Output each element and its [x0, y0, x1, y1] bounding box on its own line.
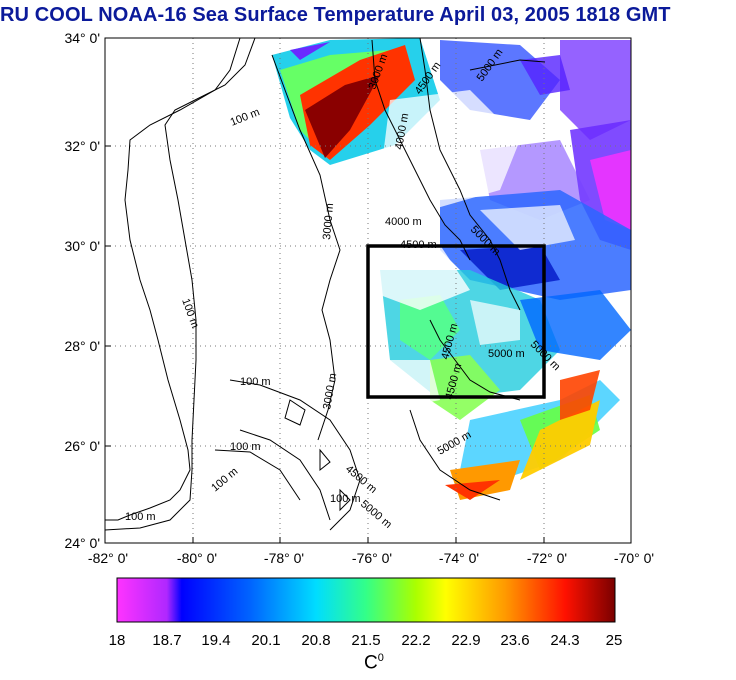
map-title: RU COOL NOAA-16 Sea Surface Temperature … — [0, 4, 671, 26]
lon-label: -82° 0' — [88, 550, 128, 566]
lat-label: 34° 0' — [64, 30, 100, 46]
colorbar-tick: 22.9 — [451, 632, 481, 649]
isobath-4500m — [419, 38, 521, 311]
sst-data-layer — [272, 38, 631, 500]
colorbar — [116, 577, 616, 623]
unit-text: C — [364, 652, 378, 674]
coastline-contours — [105, 38, 546, 531]
lat-label: 30° 0' — [64, 238, 100, 254]
colorbar-tick: 25 — [605, 632, 623, 649]
colorbar-tick: 19.4 — [201, 632, 231, 649]
graticule-grid — [105, 38, 631, 543]
colorbar-unit-label: C0 — [364, 652, 384, 674]
coastline — [105, 38, 241, 521]
bahamas-banks — [214, 379, 361, 531]
lat-label: 28° 0' — [64, 338, 100, 354]
lat-label: 26° 0' — [64, 438, 100, 454]
colorbar-tick: 24.3 — [550, 632, 580, 649]
contour-label: 100 m — [330, 493, 361, 505]
isobath-5000m — [469, 59, 546, 71]
contour-label: 100 m — [230, 441, 261, 453]
lon-label: -80° 0' — [177, 550, 217, 566]
contour-label: 3000 m — [321, 203, 336, 241]
lon-label: -78° 0' — [264, 550, 304, 566]
isobath-4500m-south — [409, 409, 501, 501]
colorbar-tick: 22.2 — [401, 632, 431, 649]
isobath-5000m-box — [429, 319, 521, 401]
lat-label: 24° 0' — [64, 535, 100, 551]
islands-outline — [284, 399, 351, 512]
lon-label: -74° 0' — [439, 550, 479, 566]
lat-label: 32° 0' — [64, 138, 100, 154]
isobath-shelf-east — [271, 54, 341, 441]
study-area-box — [366, 244, 546, 399]
colorbar-tick: 18 — [108, 632, 126, 649]
lon-label: -76° 0' — [352, 550, 392, 566]
colorbar-tick: 21.5 — [351, 632, 381, 649]
colorbar-tick: 18.7 — [152, 632, 182, 649]
colorbar-tick: 20.8 — [301, 632, 331, 649]
colorbar-tick: 23.6 — [500, 632, 530, 649]
contour-label: 100 m — [125, 511, 156, 523]
lon-label: -70° 0' — [614, 550, 654, 566]
contour-label: 4000 m — [385, 216, 422, 228]
lon-label: -72° 0' — [527, 550, 567, 566]
isobath-3000m — [371, 39, 471, 261]
latitude-labels: 34° 0' 32° 0' 30° 0' 28° 0' 26° 0' 24° 0… — [64, 30, 100, 551]
contour-label: 100 m — [240, 376, 271, 388]
isobath-100m-west — [105, 38, 256, 531]
colorbar-tick: 20.1 — [251, 632, 281, 649]
unit-superscript: 0 — [377, 652, 384, 664]
axis-ticks — [105, 145, 545, 543]
longitude-labels: -82° 0' -80° 0' -78° 0' -76° 0' -74° 0' … — [88, 550, 654, 566]
contour-label: 5000 m — [488, 348, 525, 360]
